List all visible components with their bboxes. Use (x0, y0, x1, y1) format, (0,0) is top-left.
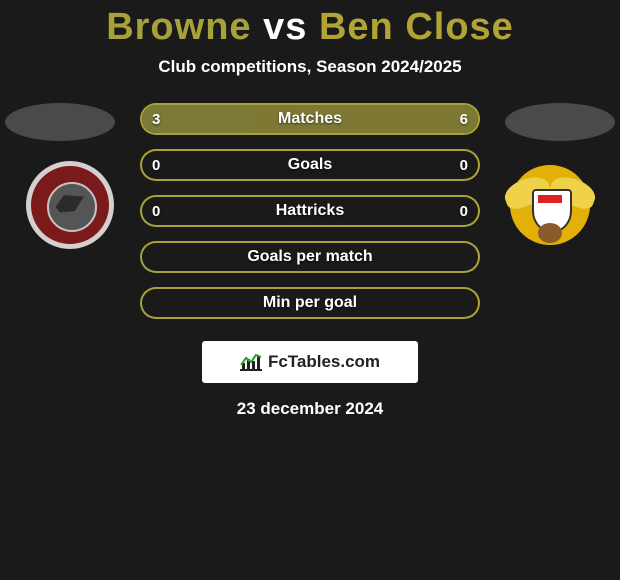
stat-value-left: 0 (152, 203, 160, 220)
date-text: 23 december 2024 (0, 399, 620, 419)
stat-label: Goals per match (247, 248, 372, 266)
stat-value-right: 6 (460, 111, 468, 128)
stat-value-left: 0 (152, 157, 160, 174)
stat-value-right: 0 (460, 157, 468, 174)
title-row: Browne vs Ben Close (0, 0, 620, 49)
stat-bar: Min per goal (140, 287, 480, 319)
club-crest-right (500, 161, 600, 249)
stat-bar: Goals per match (140, 241, 480, 273)
stat-label: Goals (288, 156, 332, 174)
stat-bar: 0 0 Hattricks (140, 195, 480, 227)
main-area: 3 6 Matches 0 0 Goals 0 0 Hattricks Goals per mat… (0, 103, 620, 319)
stat-value-left: 3 (152, 111, 160, 128)
club-crest-left (20, 161, 120, 249)
stat-label: Hattricks (276, 202, 344, 220)
chart-icon (240, 353, 262, 371)
stat-bar: 3 6 Matches (140, 103, 480, 135)
player-right-photo-placeholder (505, 103, 615, 141)
brand-badge: FcTables.com (202, 341, 418, 383)
subtitle: Club competitions, Season 2024/2025 (0, 57, 620, 77)
player-left-name: Browne (106, 6, 251, 48)
stat-value-right: 0 (460, 203, 468, 220)
stat-label: Min per goal (263, 294, 357, 312)
vs-label: vs (263, 6, 307, 48)
player-left-photo-placeholder (5, 103, 115, 141)
stat-label: Matches (278, 110, 342, 128)
player-right-name: Ben Close (319, 6, 514, 48)
brand-text: FcTables.com (268, 352, 380, 372)
stat-bar: 0 0 Goals (140, 149, 480, 181)
comparison-card: Browne vs Ben Close Club competitions, S… (0, 0, 620, 580)
viking-icon (538, 223, 562, 243)
